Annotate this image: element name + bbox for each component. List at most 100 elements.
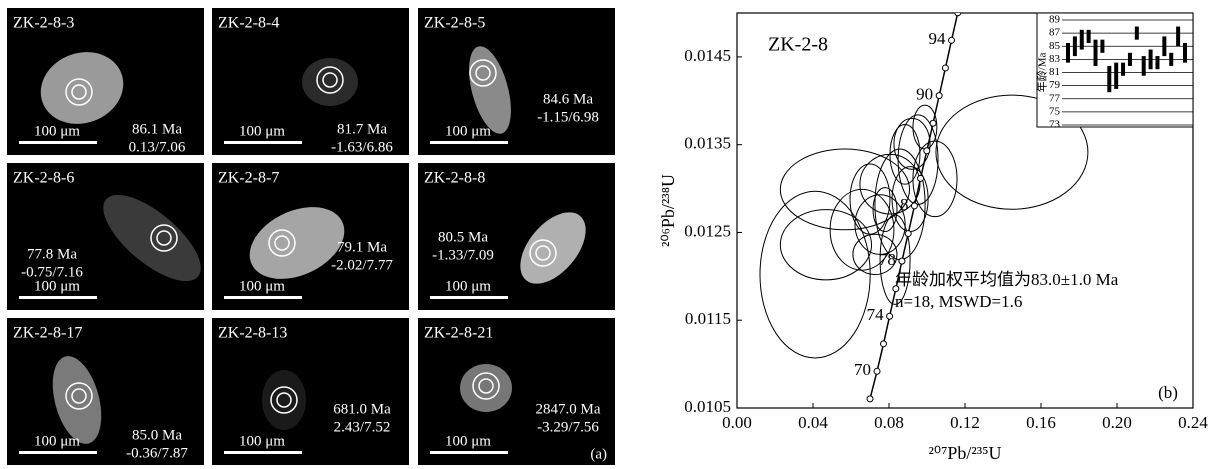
age-label: 81.7 Ma: [337, 121, 387, 137]
error-ellipse: [780, 210, 871, 280]
sample-id: ZK-2-8-5: [424, 15, 485, 32]
age-label: 79.1 Ma: [337, 239, 387, 255]
scale-label: 100 μm: [34, 433, 80, 449]
scale-bar: [19, 451, 97, 454]
sample-id: ZK-2-8-3: [13, 15, 74, 32]
zircon-grain: [460, 364, 512, 412]
age-error-bar: [1169, 53, 1173, 66]
error-ellipse: [855, 195, 905, 255]
scale-label: 100 μm: [445, 433, 491, 449]
scale-label: 100 μm: [239, 123, 285, 139]
concordia-point: [899, 258, 905, 264]
error-ellipse: [850, 164, 890, 234]
age-tick-label: 78: [879, 250, 896, 269]
age-error-bar: [1114, 63, 1118, 89]
cl-image: ZK-2-8-13681.0 Ma2.43/7.52100 μm: [212, 318, 409, 465]
scale-bar: [19, 296, 97, 299]
age-tick-label: 90: [916, 85, 933, 104]
y-tick-label: 0.0105: [684, 397, 731, 416]
inset-tick-label: 77: [1049, 92, 1061, 104]
sample-id: ZK-2-8-6: [13, 170, 74, 187]
y-tick-label: 0.0135: [684, 134, 731, 153]
age-error-bar: [1094, 40, 1098, 66]
age-tick-label: 8: [900, 195, 909, 214]
concordia-point: [924, 148, 930, 154]
panel-label: (b): [1158, 383, 1178, 402]
ratio-label: -1.33/7.09: [432, 247, 494, 263]
age-error-bar: [1128, 53, 1132, 66]
age-label: 681.0 Ma: [333, 401, 391, 417]
age-tick-label: 94: [929, 29, 947, 48]
age-error-bar: [1073, 36, 1077, 56]
x-axis-label: ²⁰⁷Pb/²³⁵U: [929, 443, 1002, 463]
concordia-point: [911, 203, 917, 209]
concordia-point: [867, 396, 873, 402]
zircon-grain: [302, 58, 358, 106]
age-error-bar: [1100, 40, 1104, 53]
age-error-bar: [1135, 27, 1139, 40]
scale-bar: [224, 141, 302, 144]
age-error-bar: [1162, 36, 1166, 56]
scale-label: 100 μm: [445, 278, 491, 294]
scale-bar: [430, 451, 508, 454]
scale-bar: [430, 296, 508, 299]
error-ellipse: [913, 105, 937, 149]
scale-bar: [19, 141, 97, 144]
x-tick-label: 0.08: [874, 413, 904, 432]
inset-tick-label: 83: [1049, 53, 1061, 65]
sample-id: ZK-2-8-13: [218, 325, 287, 342]
concordia-point: [930, 120, 936, 126]
concordia-point: [949, 37, 955, 43]
inset-tick-label: 89: [1049, 14, 1061, 26]
scale-label: 100 μm: [445, 123, 491, 139]
cl-image: ZK-2-8-481.7 Ma-1.63/6.86100 μm: [212, 8, 409, 155]
sample-id: ZK-2-8-4: [218, 15, 279, 32]
annotation: n=18, MSWD=1.6: [895, 292, 1022, 311]
sample-id: ZK-2-8-17: [13, 325, 82, 342]
panel-label: (a): [590, 446, 607, 462]
sample-id: ZK-2-8-7: [218, 170, 279, 187]
age-error-bar: [1066, 43, 1070, 63]
scale-bar: [430, 141, 508, 144]
age-label: 80.5 Ma: [438, 229, 488, 245]
concordia-point: [874, 368, 880, 374]
error-ellipse: [760, 191, 870, 358]
sample-id: ZK-2-8-21: [424, 325, 493, 342]
scale-label: 100 μm: [34, 278, 80, 294]
age-tick-label: 70: [854, 360, 871, 379]
scale-bar: [224, 451, 302, 454]
scale-label: 100 μm: [239, 278, 285, 294]
age-error-bar: [1149, 50, 1153, 70]
age-tick-label: 74: [867, 305, 885, 324]
age-error-bar: [1176, 27, 1180, 47]
ratio-label: 2.43/7.52: [334, 419, 391, 435]
inset-y-label: 年龄/Ma: [1035, 53, 1049, 93]
ratio-label: 0.13/7.06: [129, 139, 186, 155]
age-error-bar: [1107, 66, 1111, 92]
concordia-point: [880, 341, 886, 347]
zircon-grain: [262, 370, 306, 430]
x-tick-label: 0.24: [1178, 413, 1208, 432]
concordia-point: [887, 313, 893, 319]
age-error-bar: [1087, 30, 1091, 43]
inset-tick-label: 81: [1049, 66, 1060, 78]
age-error-bar: [1183, 43, 1187, 63]
x-tick-label: 0.04: [798, 413, 828, 432]
age-label: 84.6 Ma: [543, 91, 593, 107]
concordia-point: [905, 231, 911, 237]
inset-tick-label: 85: [1049, 40, 1061, 52]
y-axis-label: ²⁰⁶Pb/²³⁸U: [658, 174, 678, 247]
figure: ZK-2-8-386.1 Ma0.13/7.06100 μmZK-2-8-481…: [0, 0, 1227, 469]
concordia-point: [893, 286, 899, 292]
age-error-bar: [1080, 30, 1084, 50]
chart-title: ZK-2-8: [768, 34, 828, 56]
concordia-point: [936, 93, 942, 99]
